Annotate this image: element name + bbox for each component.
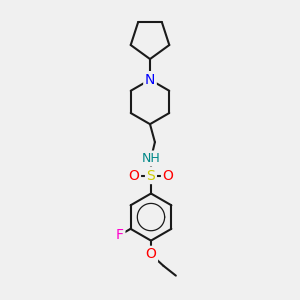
Text: O: O: [146, 248, 156, 261]
Text: S: S: [147, 169, 155, 182]
Text: NH: NH: [142, 152, 160, 165]
Text: O: O: [128, 169, 140, 182]
Text: F: F: [116, 228, 124, 242]
Text: N: N: [145, 73, 155, 87]
Text: O: O: [163, 169, 173, 182]
